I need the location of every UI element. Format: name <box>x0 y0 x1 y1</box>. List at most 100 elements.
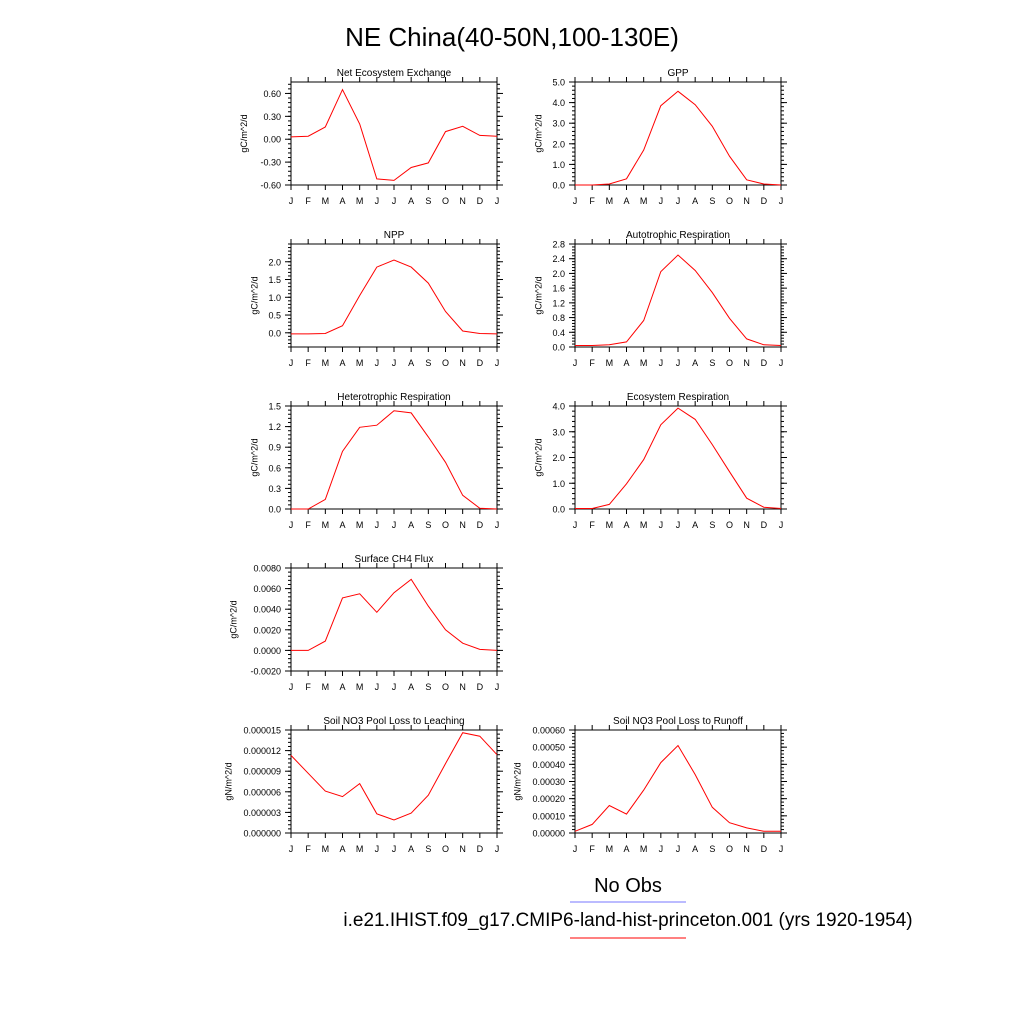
y-axis-label: gC/m^2/d <box>533 438 543 476</box>
y-tick-label: -0.0020 <box>250 667 281 677</box>
x-tick-label: D <box>761 844 768 854</box>
x-tick-label: D <box>761 520 768 530</box>
x-tick-label: A <box>408 520 414 530</box>
y-tick-label: 1.5 <box>268 402 281 412</box>
x-tick-label: J <box>573 520 578 530</box>
x-tick-label: J <box>779 844 784 854</box>
chart-title: Surface CH4 Flux <box>355 554 434 565</box>
y-tick-label: -0.60 <box>260 181 281 191</box>
x-tick-label: J <box>392 844 397 854</box>
x-tick-label: F <box>305 358 311 368</box>
x-tick-label: A <box>623 358 629 368</box>
chart-title: Soil NO3 Pool Loss to Leaching <box>323 716 464 727</box>
x-tick-label: J <box>495 682 500 692</box>
x-tick-label: M <box>606 358 614 368</box>
x-tick-label: M <box>322 682 330 692</box>
x-tick-label: J <box>495 844 500 854</box>
y-tick-label: 1.2 <box>268 422 281 432</box>
chart-title: GPP <box>667 68 688 79</box>
x-tick-label: J <box>289 682 294 692</box>
x-tick-label: M <box>356 682 364 692</box>
series-line <box>575 90 782 186</box>
x-tick-label: A <box>408 196 414 206</box>
y-tick-label: 3.0 <box>552 427 565 437</box>
y-tick-label: 2.8 <box>552 240 565 250</box>
plot-frame <box>574 405 782 510</box>
y-tick-label: 0.00050 <box>532 743 565 753</box>
x-tick-label: S <box>709 196 715 206</box>
legend: No Obs i.e21.IHIST.f09_g17.CMIP6-land-hi… <box>343 875 913 939</box>
y-tick-label: 0.0 <box>552 181 565 191</box>
x-tick-label: A <box>339 358 345 368</box>
y-tick-label: 2.0 <box>552 269 565 279</box>
x-tick-label: J <box>375 358 380 368</box>
y-tick-label: 0.3 <box>268 484 281 494</box>
x-tick-label: F <box>305 844 311 854</box>
x-tick-label: D <box>761 196 768 206</box>
x-tick-label: A <box>692 358 698 368</box>
x-tick-label: D <box>477 682 484 692</box>
x-tick-label: J <box>659 358 664 368</box>
y-tick-label: 0.0 <box>268 328 281 338</box>
x-tick-label: M <box>322 358 330 368</box>
x-tick-label: N <box>459 682 466 692</box>
x-tick-label: J <box>573 196 578 206</box>
y-tick-label: -0.30 <box>260 158 281 168</box>
x-tick-label: J <box>289 844 294 854</box>
y-axis-label: gC/m^2/d <box>249 276 259 314</box>
x-tick-label: J <box>495 520 500 530</box>
x-tick-label: A <box>339 196 345 206</box>
x-tick-label: O <box>442 358 449 368</box>
x-tick-label: J <box>676 358 681 368</box>
x-tick-label: N <box>459 844 466 854</box>
legend-obs-label: No Obs <box>594 875 662 897</box>
x-tick-label: S <box>709 844 715 854</box>
y-tick-label: 0.8 <box>552 313 565 323</box>
x-tick-label: J <box>659 844 664 854</box>
x-tick-label: F <box>305 682 311 692</box>
x-tick-label: D <box>477 196 484 206</box>
x-tick-label: A <box>339 844 345 854</box>
x-tick-label: A <box>408 844 414 854</box>
y-tick-label: 1.2 <box>552 298 565 308</box>
x-tick-label: S <box>709 520 715 530</box>
x-tick-label: N <box>459 196 466 206</box>
x-tick-label: J <box>375 844 380 854</box>
x-tick-label: N <box>743 196 750 206</box>
y-tick-label: 2.4 <box>552 254 565 264</box>
y-axis-label: gN/m^2/d <box>223 762 233 800</box>
x-tick-label: M <box>322 844 330 854</box>
y-tick-label: 0.00060 <box>532 726 565 736</box>
y-tick-label: 0.000009 <box>243 767 281 777</box>
chart-title: Ecosystem Respiration <box>627 392 729 403</box>
x-tick-label: M <box>356 520 364 530</box>
y-tick-label: 0.000006 <box>243 787 281 797</box>
x-tick-label: M <box>606 844 614 854</box>
y-tick-label: 0.0020 <box>253 625 281 635</box>
x-tick-label: S <box>425 844 431 854</box>
x-tick-label: M <box>322 196 330 206</box>
series-line <box>291 410 498 510</box>
y-axis-label: gC/m^2/d <box>533 114 543 152</box>
x-tick-label: A <box>623 520 629 530</box>
x-tick-label: J <box>375 196 380 206</box>
y-tick-label: 0.000012 <box>243 746 281 756</box>
x-tick-label: O <box>442 196 449 206</box>
x-tick-label: J <box>392 520 397 530</box>
y-tick-label: 4.0 <box>552 402 565 412</box>
x-tick-label: D <box>477 844 484 854</box>
x-tick-label: F <box>589 358 595 368</box>
x-tick-label: D <box>761 358 768 368</box>
x-tick-label: S <box>709 358 715 368</box>
x-tick-label: J <box>392 682 397 692</box>
y-tick-label: 0.9 <box>268 443 281 453</box>
chart-title: Autotrophic Respiration <box>626 230 730 241</box>
chart-title: Soil NO3 Pool Loss to Runoff <box>613 716 743 727</box>
x-tick-label: M <box>640 844 648 854</box>
x-tick-label: M <box>356 358 364 368</box>
y-tick-label: 0.0 <box>268 505 281 515</box>
